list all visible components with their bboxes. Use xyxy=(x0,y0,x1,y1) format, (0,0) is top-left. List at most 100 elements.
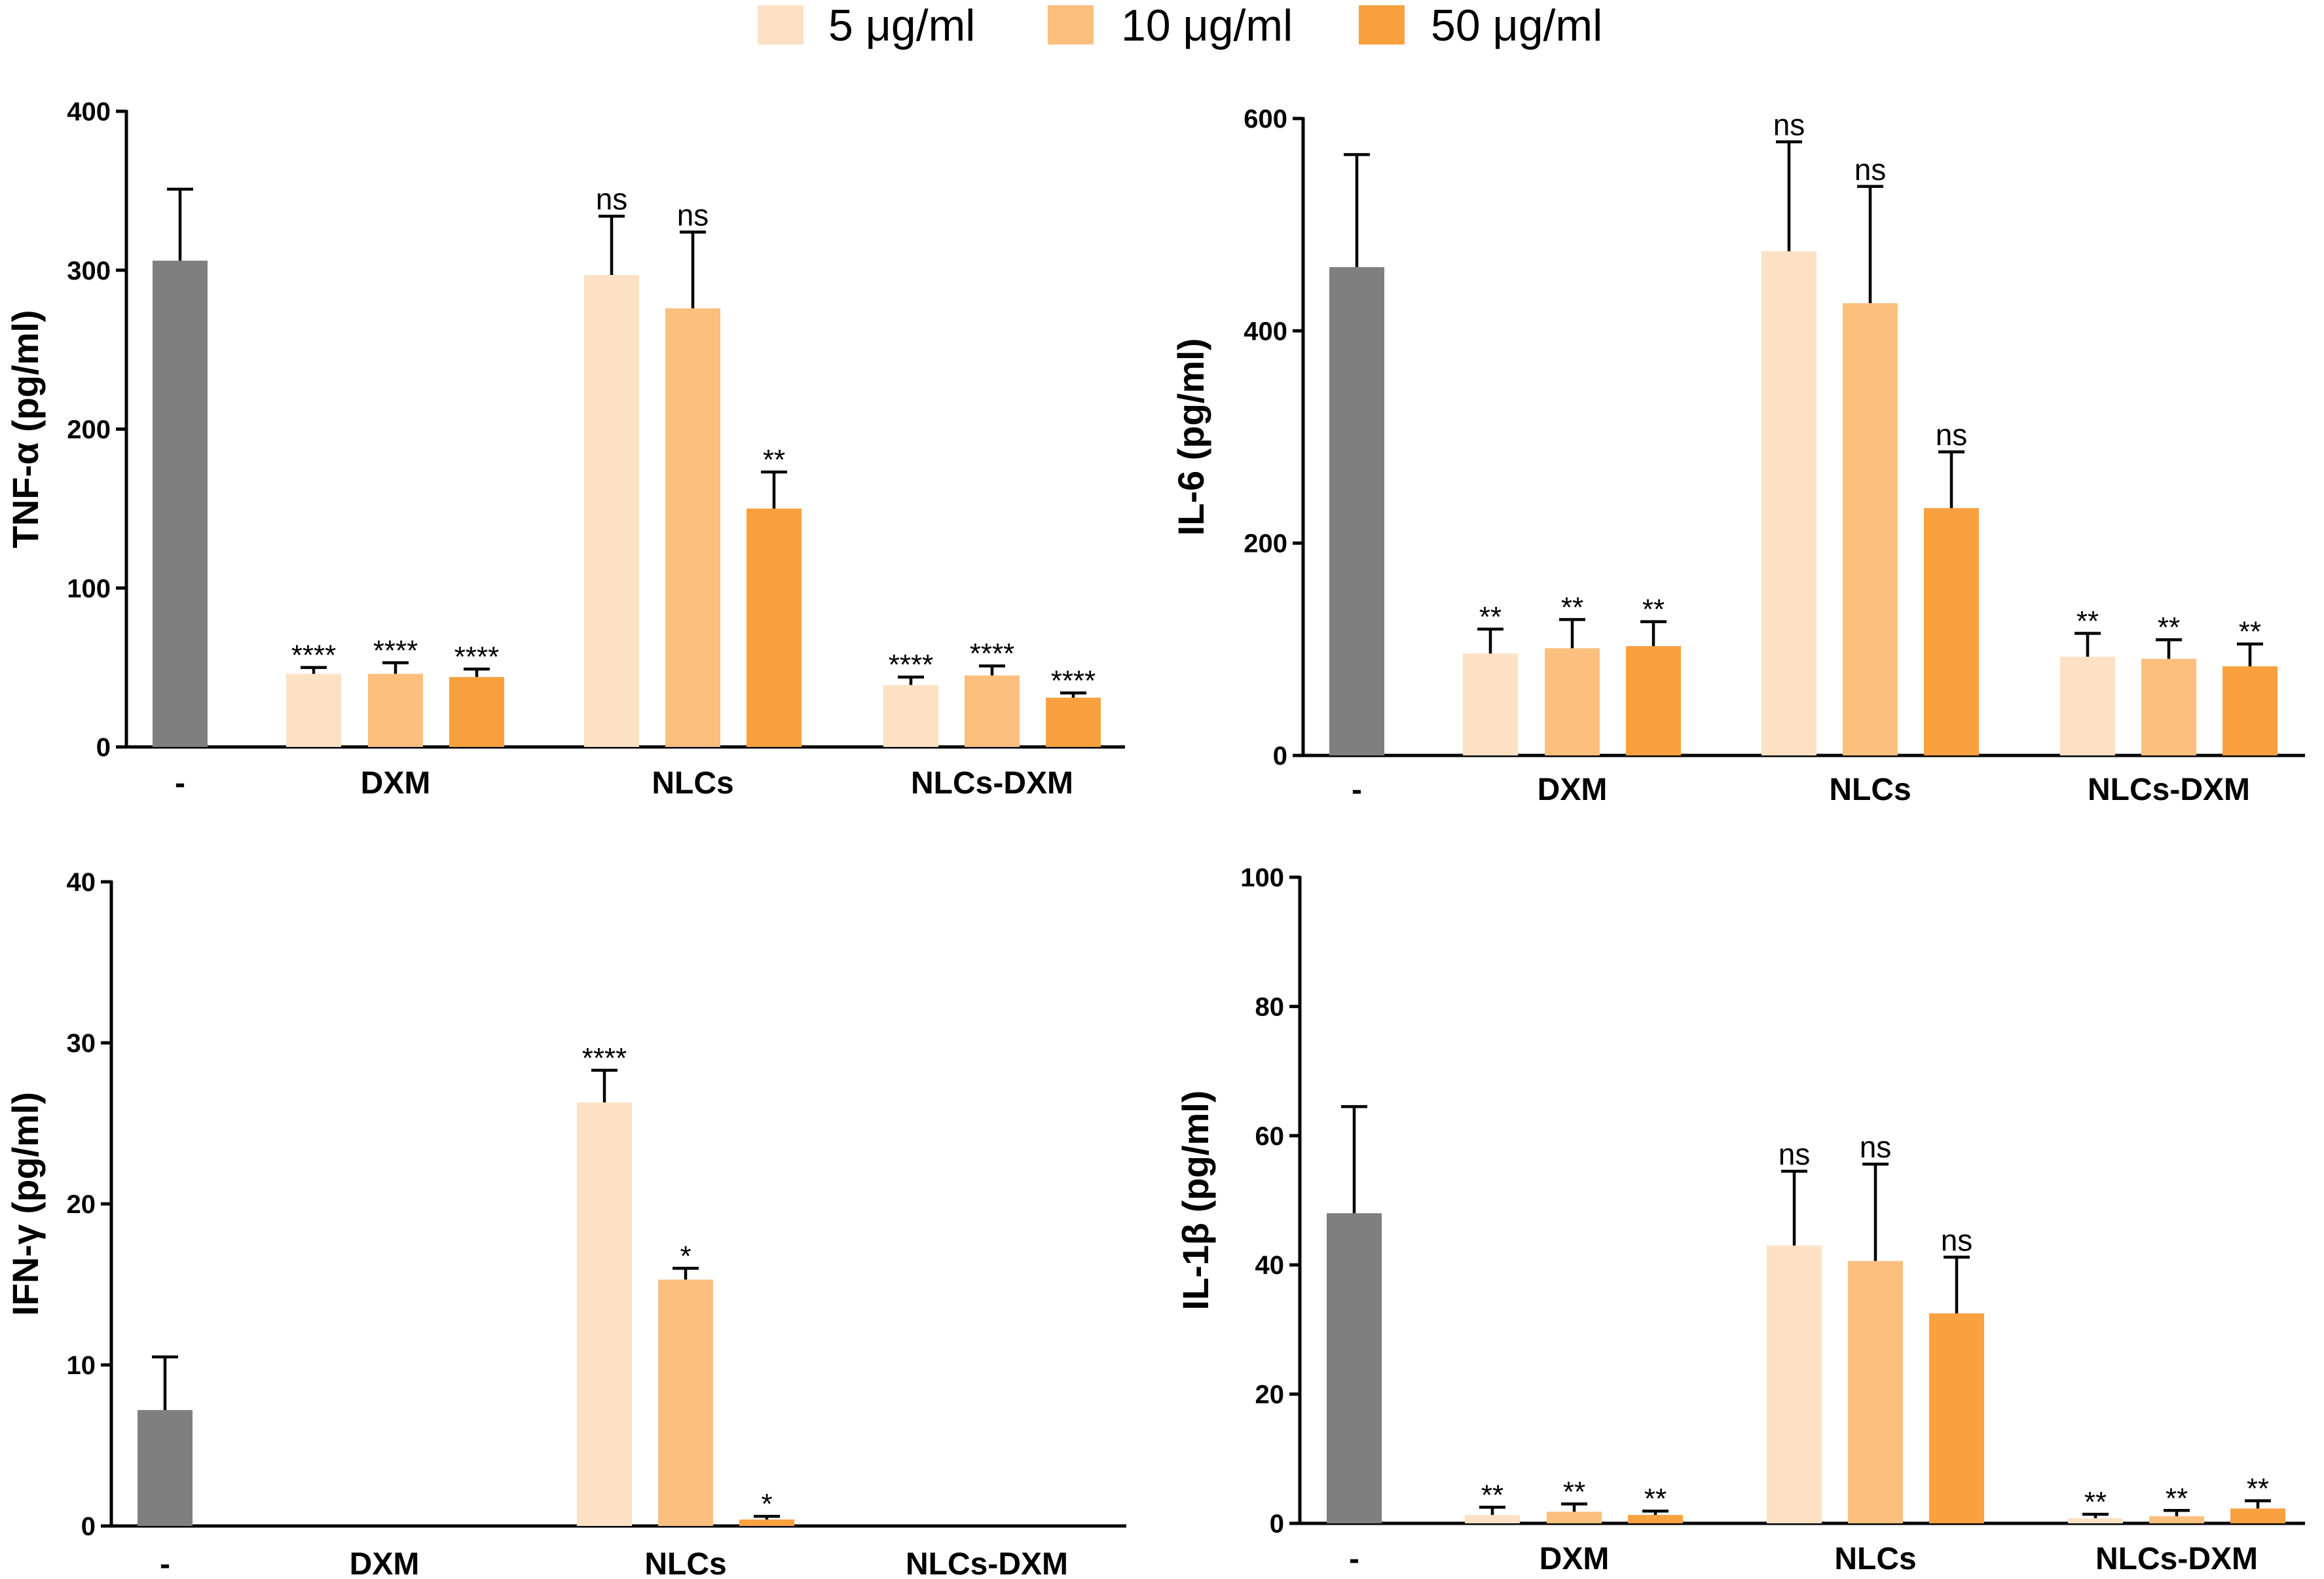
il6-group0-series0-significance-label: ** xyxy=(1479,601,1502,633)
tnf-group0-series2-significance-label: **** xyxy=(454,641,500,673)
tnf-y-axis-title: TNF-α (pg/ml) xyxy=(5,310,46,548)
il6-group2-series0-bar xyxy=(2060,657,2115,755)
il6-category-label-1: DXM xyxy=(1538,772,1608,807)
il6-y-axis-title: IL-6 (pg/ml) xyxy=(1170,338,1211,536)
il1b-category-label-0: - xyxy=(1349,1542,1359,1576)
il6-group1-series2-bar xyxy=(1924,508,1979,755)
il6-group0-series2-bar xyxy=(1626,645,1681,755)
ifn-category-label-2: NLCs xyxy=(644,1547,726,1579)
il6-group1-series0-significance-label: ns xyxy=(1773,108,1805,142)
ifn-category-label-3: NLCs-DXM xyxy=(906,1547,1068,1579)
tnf-group0-series0-bar xyxy=(286,674,341,747)
il1b-chart: 0 20 40 60 80 100 IL-1β (pg/ml) - DXM NLCs NLCs-DX… xyxy=(1175,863,2305,1576)
il1b-ytick-label-4: 80 xyxy=(1255,992,1285,1021)
ifn-category-label-0: - xyxy=(160,1547,170,1579)
ifn-ytick-label-1: 10 xyxy=(67,1351,96,1380)
ifn-category-label-1: DXM xyxy=(350,1547,420,1579)
ifn-group1-series2-significance-label: * xyxy=(761,1488,772,1520)
il6-category-label-2: NLCs xyxy=(1829,772,1911,807)
tnf-alpha-chart: 0 100 200 300 400 TNF-α (pg/ml) - DXM NLCs NLCs-D… xyxy=(5,98,1125,801)
il1b-group2-series1-bar xyxy=(2149,1516,2204,1523)
legend: 5 μg/ml 10 μg/ml 50 μg/ml xyxy=(758,1,1602,50)
tnf-ytick-label-0: 0 xyxy=(96,733,111,762)
il1b-category-label-1: DXM xyxy=(1540,1542,1610,1576)
il6-ytick-label-0: 0 xyxy=(1273,742,1287,771)
il6-group2-series0-significance-label: ** xyxy=(2076,606,2099,638)
tnf-group1-series0-bar xyxy=(584,275,639,748)
il1b-ytick-label-0: 0 xyxy=(1270,1510,1284,1538)
ifn-group1-series2-bar xyxy=(739,1519,794,1526)
il6-group0-series1-bar xyxy=(1545,648,1600,755)
il6-group2-series1-bar xyxy=(2141,659,2196,755)
tnf-group0-series2-bar xyxy=(449,677,504,747)
ifn-ytick-label-2: 20 xyxy=(67,1190,96,1219)
tnf-category-label-1: DXM xyxy=(361,766,431,801)
tnf-group2-series2-bar xyxy=(1046,697,1101,747)
legend-label-2: 50 μg/ml xyxy=(1431,1,1602,50)
il1b-group0-series0-bar xyxy=(1465,1515,1520,1523)
ifn-group1-series0-significance-label: **** xyxy=(582,1042,627,1074)
tnf-group2-series1-significance-label: **** xyxy=(970,638,1015,670)
tnf-group1-series1-significance-label: ns xyxy=(677,198,709,232)
il1b-group0-series1-significance-label: ** xyxy=(1563,1476,1585,1508)
il6-group0-series0-bar xyxy=(1463,653,1518,755)
tnf-group1-series1-bar xyxy=(665,308,720,747)
il6-chart: 0 200 400 600 IL-6 (pg/ml) - DXM NLCs NLCs-DXM **… xyxy=(1170,105,2305,807)
il1b-group2-series0-bar xyxy=(2068,1518,2123,1523)
il6-category-label-3: NLCs-DXM xyxy=(2088,772,2250,807)
il1b-ytick-label-3: 60 xyxy=(1255,1122,1285,1151)
il1b-control-bar xyxy=(1327,1213,1382,1523)
ifn-ytick-label-3: 30 xyxy=(67,1029,96,1058)
il6-category-label-0: - xyxy=(1352,772,1362,807)
ifn-control-bar xyxy=(138,1409,193,1526)
il6-group1-series1-significance-label: ns xyxy=(1854,153,1887,187)
il6-ytick-label-1: 200 xyxy=(1244,530,1287,558)
il6-group1-series0-bar xyxy=(1761,251,1817,755)
tnf-ytick-label-2: 200 xyxy=(67,416,111,445)
legend-swatch-1 xyxy=(1048,5,1094,45)
il1b-category-label-3: NLCs-DXM xyxy=(2095,1542,2258,1576)
tnf-group0-series1-bar xyxy=(368,674,423,747)
il6-group2-series1-significance-label: ** xyxy=(2158,611,2180,644)
tnf-group0-series1-significance-label: **** xyxy=(373,634,418,666)
tnf-ytick-label-4: 400 xyxy=(67,98,111,126)
tnf-group1-series0-significance-label: ns xyxy=(596,182,628,216)
il1b-group0-series0-significance-label: ** xyxy=(1481,1479,1503,1511)
il1b-group1-series2-significance-label: ns xyxy=(1941,1223,1973,1257)
il1b-group1-series2-bar xyxy=(1929,1313,1984,1523)
il1b-group0-series2-bar xyxy=(1628,1515,1683,1523)
il6-group2-series2-significance-label: ** xyxy=(2239,616,2261,648)
tnf-control-bar xyxy=(153,261,208,747)
ifn-group1-series0-bar xyxy=(577,1102,632,1526)
il1b-group1-series1-significance-label: ns xyxy=(1860,1130,1892,1164)
ifn-y-axis-title: IFN-γ (pg/ml) xyxy=(5,1092,46,1316)
il6-group0-series2-significance-label: ** xyxy=(1642,594,1665,626)
tnf-group1-series2-bar xyxy=(747,508,802,747)
il1b-group2-series2-significance-label: ** xyxy=(2247,1472,2269,1504)
il1b-group0-series2-significance-label: ** xyxy=(1644,1483,1667,1515)
il6-control-bar xyxy=(1329,267,1384,755)
ifn-ytick-label-0: 0 xyxy=(81,1512,96,1541)
il1b-group1-series0-bar xyxy=(1767,1245,1822,1523)
il1b-group2-series1-significance-label: ** xyxy=(2166,1482,2188,1514)
tnf-group0-series0-significance-label: **** xyxy=(291,640,337,672)
il1b-group1-series0-significance-label: ns xyxy=(1779,1137,1811,1171)
ifn-group1-series1-significance-label: * xyxy=(680,1240,691,1272)
tnf-group2-series2-significance-label: **** xyxy=(1051,664,1096,697)
legend-swatch-2 xyxy=(1359,5,1405,45)
il6-ytick-label-3: 600 xyxy=(1244,105,1287,134)
il1b-ytick-label-1: 20 xyxy=(1255,1381,1285,1409)
ifn-ytick-label-4: 40 xyxy=(67,868,96,897)
legend-label-0: 5 μg/ml xyxy=(828,1,975,50)
ifn-group1-series1-bar xyxy=(658,1279,713,1526)
il6-group0-series1-significance-label: ** xyxy=(1561,591,1583,623)
il6-group2-series2-bar xyxy=(2223,666,2278,755)
il1b-ytick-label-5: 100 xyxy=(1240,863,1284,892)
il6-ytick-label-2: 400 xyxy=(1244,317,1287,346)
tnf-group1-series2-significance-label: ** xyxy=(763,444,785,476)
legend-label-1: 10 μg/ml xyxy=(1121,1,1293,50)
il6-group1-series1-bar xyxy=(1843,303,1898,755)
tnf-category-label-2: NLCs xyxy=(652,766,733,801)
